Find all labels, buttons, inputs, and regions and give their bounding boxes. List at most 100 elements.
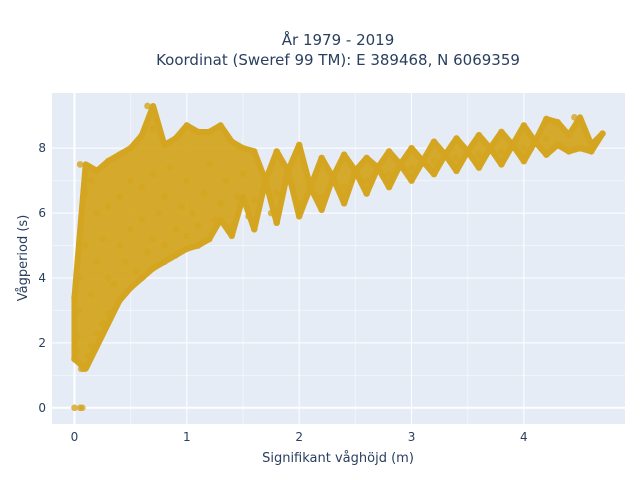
y-tick-label: 0	[38, 401, 46, 415]
scatter-point	[99, 320, 106, 327]
scatter-point	[116, 151, 123, 158]
scatter-point	[161, 242, 168, 249]
scatter-point	[127, 144, 134, 152]
scatter-point	[273, 148, 281, 155]
scatter-point	[374, 164, 382, 171]
scatter-point	[267, 209, 275, 217]
scatter-point	[363, 154, 370, 162]
scatter-point	[161, 193, 168, 201]
scatter-point	[211, 216, 219, 223]
scatter-point	[88, 342, 95, 350]
scatter-point	[453, 167, 460, 175]
x-axis-title: Signifikant våghöjd (m)	[262, 451, 414, 466]
scatter-point	[587, 148, 595, 155]
scatter-point	[262, 177, 269, 184]
scatter-point	[318, 193, 325, 201]
scatter-point	[149, 125, 157, 132]
scatter-point	[295, 213, 303, 220]
scatter-point	[104, 203, 112, 210]
scatter-point	[161, 258, 168, 266]
scatter-point	[71, 355, 78, 363]
scatter-point	[127, 177, 134, 184]
scatter-point	[149, 235, 157, 243]
scatter-point	[138, 183, 146, 191]
scatter-point	[599, 130, 606, 137]
scatter-point	[149, 170, 157, 178]
y-tick-label: 4	[38, 271, 46, 285]
scatter-point	[554, 118, 561, 126]
scatter-point	[239, 144, 247, 152]
scatter-point	[104, 310, 112, 317]
scatter-point	[273, 219, 281, 227]
scatter-point	[498, 148, 505, 155]
scatter-point	[250, 225, 258, 233]
scatter-point	[475, 131, 483, 139]
scatter-point	[363, 177, 370, 184]
scatter-point	[543, 115, 550, 123]
scatter-point	[587, 141, 595, 149]
y-tick-label: 2	[38, 336, 46, 350]
scatter-point	[73, 349, 81, 356]
scatter-point	[161, 141, 168, 149]
scatter-point	[82, 362, 90, 369]
scatter-point	[93, 167, 101, 175]
scatter-point	[116, 193, 123, 201]
scatter-point	[177, 203, 185, 210]
scatter-point	[189, 209, 196, 217]
scatter-point	[250, 196, 258, 204]
scatter-point	[76, 161, 84, 168]
scatter-point	[71, 294, 78, 301]
scatter-point	[132, 268, 140, 275]
y-tick-label: 8	[38, 141, 46, 155]
scatter-point	[543, 151, 550, 158]
scatter-point	[318, 154, 325, 162]
scatter-point	[172, 135, 179, 142]
scatter-point	[520, 144, 528, 152]
scatter-point	[565, 148, 573, 155]
scatter-point	[93, 258, 101, 266]
scatter-point	[430, 138, 438, 145]
scatter-point	[183, 177, 191, 184]
scatter-point	[200, 190, 207, 197]
scatter-point	[144, 102, 151, 110]
scatter-point	[183, 122, 191, 129]
x-tick-label: 4	[520, 430, 528, 444]
scatter-point	[194, 128, 202, 136]
scatter-point	[104, 157, 112, 165]
scatter-point	[430, 157, 438, 165]
scatter-point	[340, 183, 348, 191]
scatter-point	[295, 141, 303, 149]
scatter-point	[295, 200, 303, 207]
scatter-point	[475, 164, 483, 171]
scatter-point	[228, 138, 236, 145]
scatter-point	[75, 307, 83, 314]
scatter-point	[245, 213, 252, 220]
scatter-point	[138, 131, 146, 139]
scatter-point	[183, 232, 191, 240]
scatter-point	[74, 333, 82, 340]
scatter-point	[284, 167, 292, 175]
scatter-point	[88, 290, 95, 298]
scatter-point	[166, 164, 174, 171]
scatter-point	[571, 114, 578, 121]
scatter-point	[82, 190, 90, 197]
scatter-point	[127, 225, 134, 233]
scatter-point	[116, 242, 123, 249]
scatter-point	[138, 216, 146, 223]
scatter-point	[520, 157, 528, 165]
y-tick-label: 6	[38, 206, 46, 220]
scatter-point	[408, 177, 415, 184]
scatter-point	[340, 200, 348, 207]
scatter-point	[464, 148, 472, 155]
scatter-point	[217, 200, 224, 207]
scatter-point	[228, 222, 236, 230]
scatter-point	[239, 170, 247, 178]
scatter-point	[498, 161, 505, 168]
scatter-point	[144, 248, 151, 256]
scatter-point	[217, 122, 224, 129]
scatter-point	[183, 245, 191, 253]
scatter-point	[475, 151, 483, 158]
x-axis-ticks: 0 1 2 3 4	[71, 430, 528, 444]
x-tick-label: 3	[408, 430, 416, 444]
